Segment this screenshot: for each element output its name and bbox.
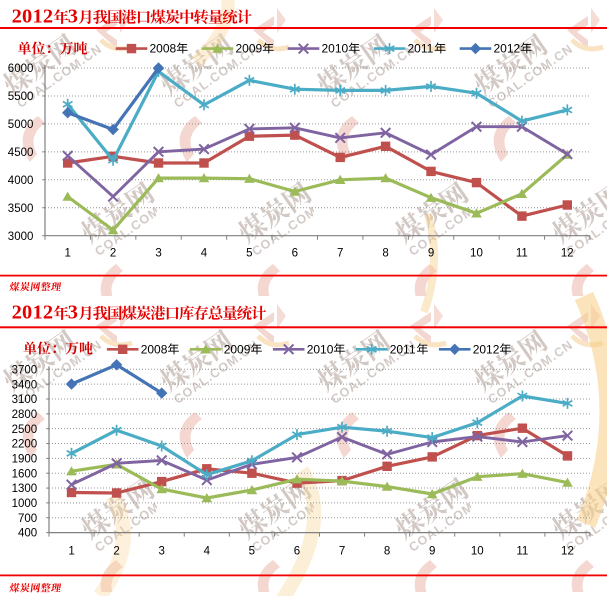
svg-text:2009: 2009 <box>236 42 263 56</box>
svg-text:6000: 6000 <box>8 63 34 75</box>
svg-text:2800: 2800 <box>12 409 38 421</box>
svg-text:12: 12 <box>561 247 574 259</box>
svg-text:2500: 2500 <box>12 424 38 436</box>
svg-text:400: 400 <box>18 528 37 540</box>
svg-text:5: 5 <box>249 546 255 558</box>
svg-text:4500: 4500 <box>8 147 34 159</box>
svg-text:2009: 2009 <box>224 342 251 356</box>
svg-text:2: 2 <box>110 247 116 259</box>
svg-text:4: 4 <box>204 546 211 558</box>
svg-text:2011: 2011 <box>408 42 434 56</box>
svg-text:3000: 3000 <box>8 231 34 243</box>
svg-text:1: 1 <box>68 546 74 558</box>
svg-text:11: 11 <box>516 247 528 259</box>
svg-text:8: 8 <box>384 546 390 558</box>
svg-text:3: 3 <box>68 302 78 324</box>
svg-text:5000: 5000 <box>8 119 34 131</box>
svg-text:3400: 3400 <box>12 379 38 391</box>
svg-text:1000: 1000 <box>12 498 38 510</box>
svg-text:2012: 2012 <box>494 42 521 56</box>
svg-text:9: 9 <box>428 247 434 259</box>
svg-text:6: 6 <box>294 546 300 558</box>
svg-text:1300: 1300 <box>12 483 38 495</box>
svg-text:8: 8 <box>382 247 388 259</box>
svg-text:2010: 2010 <box>307 342 334 356</box>
svg-text:7: 7 <box>337 247 343 259</box>
svg-text:2008: 2008 <box>150 42 177 56</box>
svg-text:5: 5 <box>246 247 252 259</box>
svg-text:11: 11 <box>516 546 528 558</box>
svg-text:2011: 2011 <box>390 342 416 356</box>
svg-text:7: 7 <box>339 546 345 558</box>
svg-text:2012: 2012 <box>473 342 500 356</box>
svg-text:6: 6 <box>292 247 298 259</box>
svg-text:5500: 5500 <box>8 91 34 103</box>
svg-text:3500: 3500 <box>8 203 34 215</box>
svg-text:3100: 3100 <box>12 394 38 406</box>
svg-text:10: 10 <box>471 546 484 558</box>
svg-text:10: 10 <box>470 247 483 259</box>
svg-text:3: 3 <box>155 247 161 259</box>
svg-text:2012: 2012 <box>12 6 54 28</box>
svg-text:4: 4 <box>201 247 208 259</box>
svg-text:700: 700 <box>18 513 37 525</box>
svg-text:1: 1 <box>65 247 71 259</box>
svg-text:3700: 3700 <box>12 364 38 376</box>
svg-text:2200: 2200 <box>12 439 38 451</box>
svg-text:2012: 2012 <box>12 302 54 324</box>
svg-text:2010: 2010 <box>322 42 349 56</box>
svg-text:1600: 1600 <box>12 468 38 480</box>
svg-text:2008: 2008 <box>141 342 168 356</box>
svg-text:1900: 1900 <box>12 453 38 465</box>
svg-text:12: 12 <box>561 546 574 558</box>
svg-text:3: 3 <box>68 6 78 28</box>
svg-text:3: 3 <box>159 546 165 558</box>
svg-text:4000: 4000 <box>8 175 34 187</box>
svg-text:9: 9 <box>429 546 435 558</box>
svg-text:2: 2 <box>113 546 119 558</box>
